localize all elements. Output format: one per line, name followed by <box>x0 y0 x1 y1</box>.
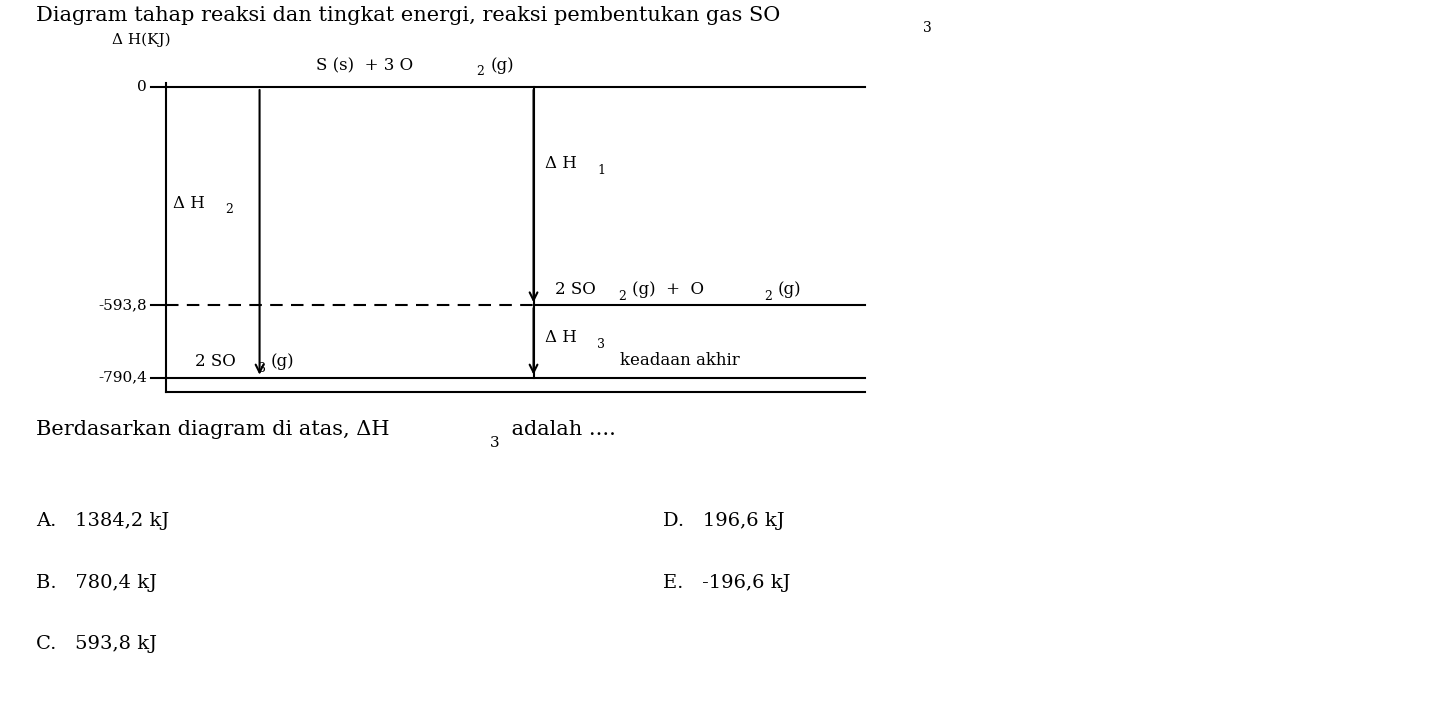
Text: Berdasarkan diagram di atas, ΔH: Berdasarkan diagram di atas, ΔH <box>36 420 389 439</box>
Text: E.   -196,6 kJ: E. -196,6 kJ <box>663 574 790 592</box>
Text: (g): (g) <box>777 281 800 298</box>
Text: B.   780,4 kJ: B. 780,4 kJ <box>36 574 157 592</box>
Text: (g): (g) <box>490 57 515 74</box>
Text: Δ H: Δ H <box>545 155 577 172</box>
Text: Δ H: Δ H <box>173 195 205 212</box>
Text: A.   1384,2 kJ: A. 1384,2 kJ <box>36 512 169 530</box>
Text: (g)  +  O: (g) + O <box>632 281 704 298</box>
Text: D.   196,6 kJ: D. 196,6 kJ <box>663 512 784 530</box>
Text: 3: 3 <box>258 362 267 375</box>
Text: (g): (g) <box>271 354 294 370</box>
Text: 0: 0 <box>137 80 147 94</box>
Text: keadaan akhir: keadaan akhir <box>620 352 740 369</box>
Text: C.   593,8 kJ: C. 593,8 kJ <box>36 635 157 653</box>
Text: 3: 3 <box>923 21 932 35</box>
Text: 3: 3 <box>597 338 606 351</box>
Text: -790,4: -790,4 <box>98 370 147 385</box>
Text: 1: 1 <box>597 163 606 176</box>
Text: 2: 2 <box>619 290 626 303</box>
Text: Diagram tahap reaksi dan tingkat energi, reaksi pembentukan gas SO: Diagram tahap reaksi dan tingkat energi,… <box>36 7 780 25</box>
Text: 2: 2 <box>764 290 771 303</box>
Text: 2 SO: 2 SO <box>195 354 235 370</box>
Text: adalah ....: adalah .... <box>505 420 616 439</box>
Text: 3: 3 <box>490 436 500 450</box>
Text: 2: 2 <box>225 203 232 216</box>
Text: -593,8: -593,8 <box>98 298 147 312</box>
Text: S (s)  + 3 O: S (s) + 3 O <box>316 57 412 74</box>
Text: Δ H(KJ): Δ H(KJ) <box>112 33 172 47</box>
Text: 2 SO: 2 SO <box>555 281 596 298</box>
Text: Δ H: Δ H <box>545 330 577 346</box>
Text: 2: 2 <box>476 65 485 78</box>
